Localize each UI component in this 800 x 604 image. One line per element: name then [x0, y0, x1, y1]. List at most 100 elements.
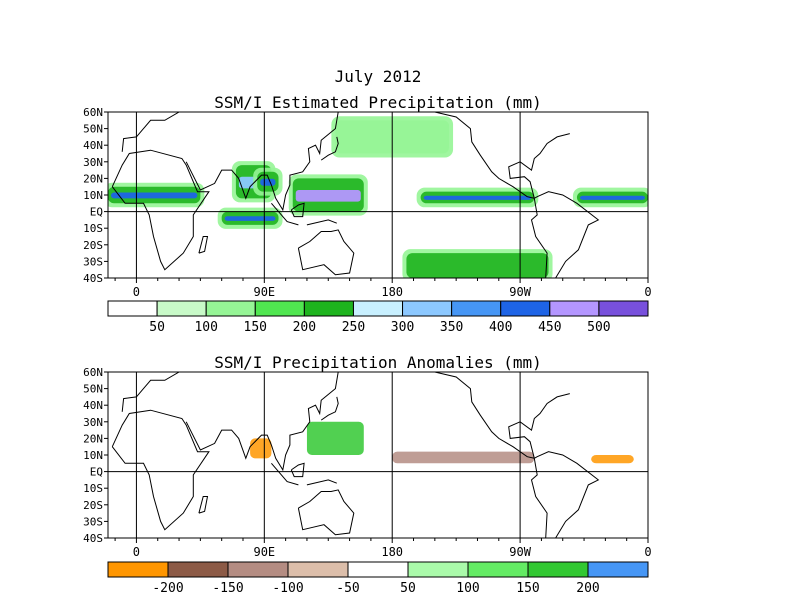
colorbar-label: 450	[538, 320, 561, 335]
precip-panel: SSM/I Estimated Precipitation (mm) 60N 50…	[83, 93, 651, 335]
coastline	[121, 372, 180, 412]
colorbar-swatch	[167, 561, 229, 578]
y-tick-label: 40S	[83, 532, 103, 545]
anomaly-panel: SSM/I Precipitation Anomalies (mm) 60N 50…	[83, 353, 651, 596]
x-tick-label: 90W	[509, 545, 531, 559]
coastline	[185, 372, 339, 472]
y-tick-label: 40N	[83, 139, 103, 152]
coastline	[297, 489, 355, 536]
y-tick-label: 20S	[83, 239, 103, 252]
coastline	[198, 496, 209, 514]
precip-region	[295, 190, 361, 202]
colorbar-swatch	[254, 300, 305, 317]
coastline	[111, 149, 210, 271]
precip-region	[406, 253, 549, 278]
colorbar-label: 150	[516, 581, 539, 596]
y-tick-label: 30N	[83, 156, 103, 169]
y-tick-label: EQ	[90, 206, 103, 219]
colorbar-label: 250	[342, 320, 365, 335]
y-tick-label: 40S	[83, 272, 103, 285]
colorbar-swatch	[598, 300, 649, 317]
y-tick-label: 10N	[83, 189, 103, 202]
coastline	[198, 236, 209, 254]
coastline	[530, 191, 600, 278]
x-tick-label: 0	[644, 545, 651, 559]
coastline	[306, 479, 337, 486]
map-field	[108, 112, 648, 278]
y-tick-label: 50N	[83, 123, 103, 136]
colorbar: -200 -150 -100 -50 50 100 150 200	[107, 561, 649, 596]
map-field	[108, 372, 648, 538]
colorbar-label: 50	[400, 581, 416, 596]
colorbar-label: -200	[152, 581, 183, 596]
coastline	[297, 229, 355, 276]
map-area: 60N 50N 40N 30N 20N 10N EQ 10S 20S 30S 40S 0 90E 180 9…	[83, 366, 651, 559]
colorbar-swatch	[402, 300, 453, 317]
y-tick-label: 30S	[83, 515, 103, 528]
colorbar-swatch	[347, 561, 409, 578]
y-tick-label: 50N	[83, 383, 103, 396]
colorbar-label: 500	[587, 320, 610, 335]
y-tick-label: 10S	[83, 482, 103, 495]
colorbar-label: -50	[336, 581, 359, 596]
colorbar-swatch	[500, 300, 551, 317]
colorbar-label: 100	[194, 320, 217, 335]
precip-region	[423, 195, 532, 200]
x-tick-label: 0	[133, 285, 140, 299]
y-tick-label: EQ	[90, 466, 103, 479]
y-tick-label: 60N	[83, 106, 103, 119]
y-tick-label: 30N	[83, 416, 103, 429]
colorbar-label: 300	[391, 320, 414, 335]
colorbar-swatch	[549, 300, 600, 317]
anomaly-region	[306, 421, 364, 455]
colorbar-swatch	[287, 561, 349, 578]
x-tick-label: 90E	[253, 545, 275, 559]
y-tick-label: 30S	[83, 255, 103, 268]
colorbar-label: 400	[489, 320, 512, 335]
colorbar-label: -150	[212, 581, 243, 596]
y-tick-label: 10N	[83, 449, 103, 462]
coastline	[413, 112, 535, 199]
colorbar-swatch	[227, 561, 289, 578]
x-tick-label: 0	[644, 285, 651, 299]
coastline	[290, 462, 305, 478]
precip-region	[260, 178, 276, 186]
coastline	[508, 393, 570, 459]
colorbar-label: 100	[456, 581, 479, 596]
figure-supertitle: July 2012	[335, 67, 422, 86]
colorbar-swatch	[107, 561, 169, 578]
y-tick-label: 20N	[83, 172, 103, 185]
x-tick-label: 90E	[253, 285, 275, 299]
colorbar-swatch	[451, 300, 502, 317]
precip-region	[579, 195, 645, 200]
colorbar-swatch	[205, 300, 256, 317]
colorbar-swatch	[156, 300, 207, 317]
coastline	[413, 372, 535, 459]
coastline	[121, 112, 180, 152]
precip-region	[111, 192, 198, 199]
coastline	[320, 136, 339, 161]
coastline	[508, 133, 570, 199]
colorbar-swatch	[467, 561, 529, 578]
x-tick-label: 180	[381, 285, 403, 299]
colorbar-swatch	[107, 300, 158, 317]
colorbar-label: 200	[576, 581, 599, 596]
y-tick-label: 60N	[83, 366, 103, 379]
colorbar-label: 350	[440, 320, 463, 335]
coastline	[185, 112, 339, 212]
map-area: 60N 50N 40N 30N 20N 10N EQ 10S 20S 30S 40S 0 90E 180 9…	[83, 106, 651, 299]
colorbar-label: 50	[149, 320, 165, 335]
precip-region	[224, 216, 276, 221]
y-tick-label: 40N	[83, 399, 103, 412]
colorbar-label: -100	[272, 581, 303, 596]
y-tick-label: 20S	[83, 499, 103, 512]
coastline	[271, 202, 299, 226]
coastline	[530, 451, 600, 538]
anomaly-region	[392, 451, 535, 464]
panel-title: SSM/I Estimated Precipitation (mm)	[214, 93, 542, 112]
colorbar-swatch	[303, 300, 354, 317]
anomaly-region	[591, 455, 634, 464]
x-tick-label: 180	[381, 545, 403, 559]
panel-title: SSM/I Precipitation Anomalies (mm)	[214, 353, 542, 372]
